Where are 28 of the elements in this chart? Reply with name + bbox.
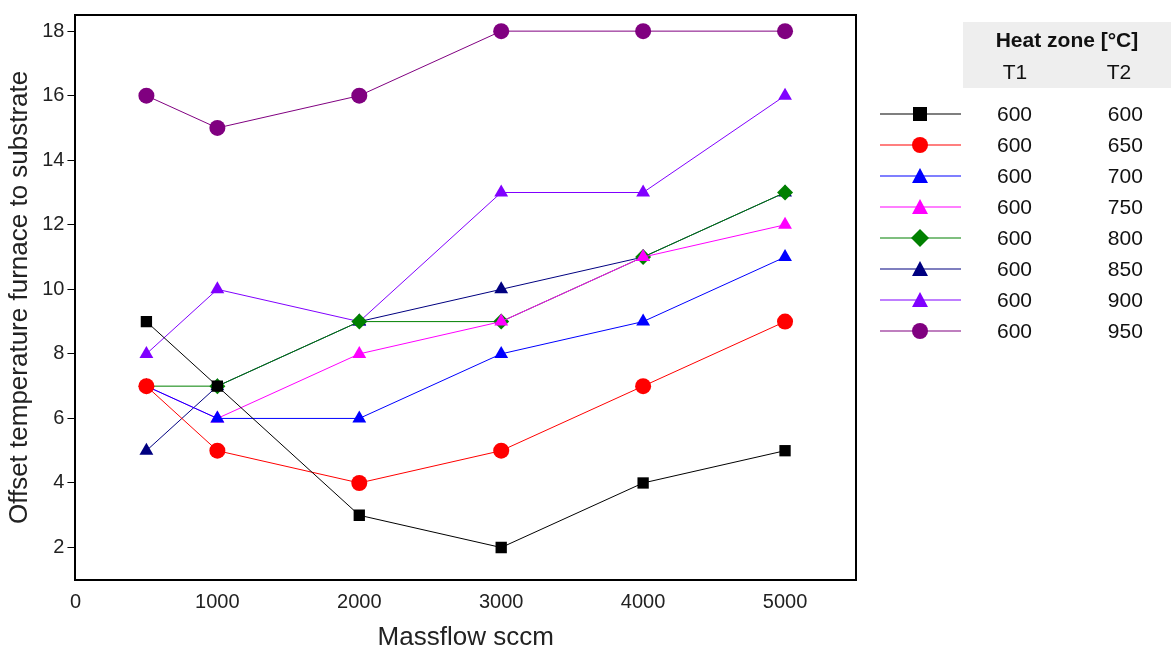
x-tick-label: 0: [69, 590, 82, 613]
legend-label: 600 600: [997, 101, 1143, 126]
text: T2: [1105, 60, 1133, 84]
x-tick-label: 4000: [620, 590, 666, 613]
text: T1: [1001, 60, 1029, 84]
y-tick-label: 4: [53, 470, 65, 493]
x-tick-label: 3000: [478, 590, 524, 613]
y-tick-label: 12: [42, 212, 65, 235]
y-tick-label: 18: [42, 18, 65, 41]
legend-label: 600 800: [997, 225, 1143, 250]
legend-label: 600 900: [997, 287, 1143, 312]
legend-title: Heat zone [°C]: [994, 28, 1140, 52]
y-tick-label: 2: [53, 535, 65, 558]
legend-label: 600 700: [997, 163, 1143, 188]
legend-label: 600 850: [997, 256, 1143, 281]
y-tick-label: 14: [42, 147, 65, 170]
x-tick-label: 1000: [195, 590, 240, 613]
y-tick-label: 6: [53, 405, 65, 428]
y-axis-title: Offset temperature furnace to substrate: [2, 70, 33, 525]
x-axis-title: Massflow sccm: [377, 620, 554, 651]
y-tick-label: 16: [42, 83, 65, 106]
legend-label: 600 950: [997, 318, 1143, 343]
x-tick-label: 5000: [762, 590, 808, 613]
y-tick-label: 8: [53, 341, 65, 364]
legend-label: 600 750: [997, 194, 1143, 219]
x-tick-label: 2000: [337, 590, 382, 613]
legend-label: 600 650: [997, 132, 1143, 157]
y-tick-label: 10: [42, 276, 65, 299]
